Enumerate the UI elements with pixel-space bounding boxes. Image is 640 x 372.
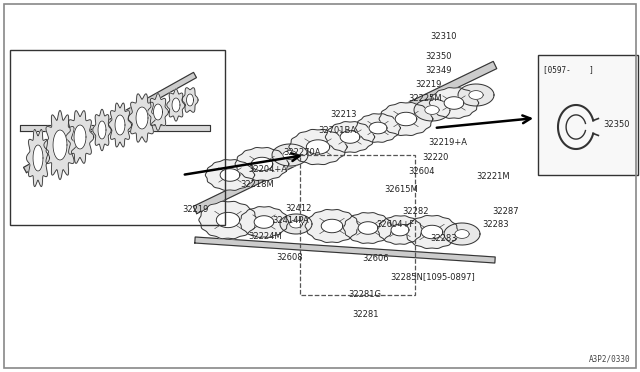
- Polygon shape: [458, 84, 494, 106]
- Polygon shape: [391, 224, 409, 236]
- Polygon shape: [182, 88, 198, 112]
- Polygon shape: [216, 212, 240, 228]
- Bar: [300, 155, 415, 295]
- Text: 32281G: 32281G: [348, 290, 381, 299]
- Text: 32283: 32283: [430, 234, 456, 243]
- Polygon shape: [283, 151, 297, 159]
- Polygon shape: [235, 148, 289, 180]
- Text: 32218M: 32218M: [240, 180, 274, 189]
- Polygon shape: [325, 122, 374, 153]
- Text: [0597-    ]: [0597- ]: [543, 65, 594, 74]
- Polygon shape: [305, 209, 359, 243]
- Polygon shape: [172, 98, 180, 112]
- Text: 32349: 32349: [425, 66, 451, 75]
- Text: A3P2/0330: A3P2/0330: [588, 355, 630, 364]
- Text: 32219: 32219: [182, 205, 209, 214]
- Polygon shape: [321, 219, 343, 233]
- Text: 32285N[1095-0897]: 32285N[1095-0897]: [390, 272, 475, 281]
- Text: 32282: 32282: [402, 207, 429, 216]
- Text: 32606: 32606: [362, 254, 388, 263]
- Polygon shape: [444, 97, 464, 109]
- Bar: [10, 50, 225, 225]
- Text: 32204+A: 32204+A: [248, 165, 287, 174]
- Text: 32213: 32213: [330, 110, 356, 119]
- Polygon shape: [26, 129, 49, 186]
- Polygon shape: [358, 222, 378, 234]
- Text: 32414PA: 32414PA: [272, 216, 308, 225]
- Text: 32350: 32350: [425, 52, 451, 61]
- Polygon shape: [98, 121, 106, 139]
- Polygon shape: [378, 216, 422, 244]
- Polygon shape: [66, 110, 94, 163]
- Polygon shape: [199, 201, 257, 239]
- Text: 32221M: 32221M: [476, 172, 509, 181]
- Polygon shape: [425, 106, 439, 115]
- Text: 32701BA: 32701BA: [318, 126, 356, 135]
- Polygon shape: [455, 230, 469, 238]
- Polygon shape: [186, 94, 193, 106]
- Polygon shape: [405, 215, 459, 248]
- Polygon shape: [195, 237, 495, 263]
- Polygon shape: [289, 129, 347, 164]
- Text: 32608: 32608: [276, 253, 303, 262]
- Polygon shape: [239, 206, 289, 237]
- Text: 32412: 32412: [285, 204, 312, 213]
- Polygon shape: [396, 112, 417, 126]
- Text: 32219: 32219: [415, 80, 442, 89]
- Text: 32604: 32604: [408, 167, 435, 176]
- Polygon shape: [205, 160, 255, 190]
- Text: 32615M: 32615M: [384, 185, 418, 194]
- Polygon shape: [33, 145, 43, 171]
- Text: 32283: 32283: [482, 220, 509, 229]
- Text: 32225M: 32225M: [408, 94, 442, 103]
- Polygon shape: [290, 220, 302, 228]
- Polygon shape: [136, 107, 148, 129]
- Polygon shape: [356, 114, 401, 142]
- Polygon shape: [254, 216, 274, 228]
- Polygon shape: [469, 91, 483, 99]
- Text: 32310: 32310: [430, 32, 456, 41]
- Polygon shape: [44, 110, 76, 180]
- Text: 32224M: 32224M: [248, 232, 282, 241]
- Polygon shape: [115, 115, 125, 135]
- Polygon shape: [24, 73, 196, 173]
- Polygon shape: [128, 94, 156, 142]
- Polygon shape: [53, 130, 67, 160]
- Polygon shape: [379, 103, 433, 135]
- Polygon shape: [280, 214, 312, 234]
- Polygon shape: [414, 99, 450, 121]
- Polygon shape: [93, 109, 111, 151]
- Text: 322270A: 322270A: [283, 148, 321, 157]
- Text: 32219+A: 32219+A: [428, 138, 467, 147]
- Polygon shape: [148, 94, 168, 131]
- Polygon shape: [340, 131, 360, 143]
- Polygon shape: [154, 104, 163, 120]
- Polygon shape: [167, 89, 185, 121]
- Polygon shape: [369, 122, 387, 134]
- Polygon shape: [220, 169, 240, 181]
- Polygon shape: [252, 157, 273, 171]
- Text: 32220: 32220: [422, 153, 449, 162]
- Polygon shape: [74, 125, 86, 149]
- Polygon shape: [109, 103, 131, 147]
- Text: 32287: 32287: [492, 207, 518, 216]
- Text: 32350: 32350: [603, 120, 630, 129]
- Polygon shape: [444, 223, 480, 245]
- Polygon shape: [272, 144, 308, 166]
- Polygon shape: [421, 225, 443, 239]
- Text: 32604+F: 32604+F: [376, 220, 414, 229]
- Polygon shape: [307, 140, 330, 154]
- Polygon shape: [343, 213, 393, 243]
- Polygon shape: [429, 88, 479, 118]
- Bar: [538, 55, 638, 175]
- Polygon shape: [20, 125, 210, 131]
- Text: 32281: 32281: [352, 310, 378, 319]
- Polygon shape: [193, 61, 497, 214]
